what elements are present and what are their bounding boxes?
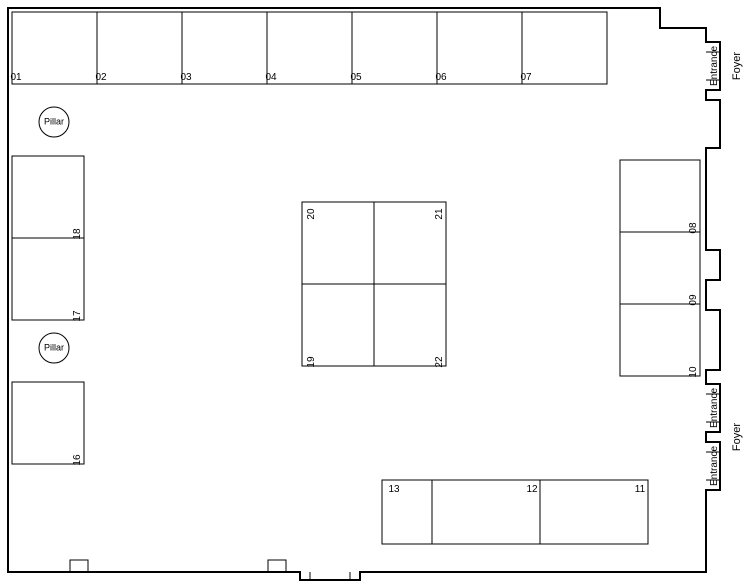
side-label-1: Foyer (731, 52, 743, 80)
booth-label: 10 (688, 366, 699, 378)
room-outline (8, 8, 720, 580)
booth-rect (12, 12, 97, 84)
pillar-2: Pillar (39, 333, 69, 363)
booth-05: 05 (350, 12, 437, 84)
booth-label: 21 (434, 208, 445, 220)
booth-label: 05 (350, 72, 362, 83)
booth-label: 02 (95, 72, 107, 83)
booth-21: 21 (374, 202, 446, 284)
booth-rect (12, 156, 84, 238)
booth-rect (352, 12, 437, 84)
booth-rect (540, 480, 648, 544)
side-label-text: Entrance (709, 446, 720, 486)
booth-rect (12, 238, 84, 320)
booth-19: 19 (302, 284, 374, 368)
booth-01: 01 (10, 12, 97, 84)
booth-label: 20 (306, 208, 317, 220)
booth-rect (374, 284, 446, 366)
booth-22: 22 (374, 284, 446, 368)
booth-label: 16 (72, 454, 83, 466)
booth-rect (437, 12, 522, 84)
booth-label: 04 (265, 72, 277, 83)
booth-18: 18 (12, 156, 84, 240)
side-label-0: Entrance (709, 42, 720, 90)
side-label-text: Foyer (731, 423, 743, 451)
side-label-3: Entrance (709, 442, 720, 490)
booth-16: 16 (12, 382, 84, 466)
floorplan-canvas: 01 02 03 04 05 06 07 0809 10 11 12 13 16 17 18 20 21 19 22… (0, 0, 750, 588)
booth-label: 22 (434, 356, 445, 368)
booth-13: 13 (382, 480, 432, 544)
booth-08: 08 (620, 160, 700, 234)
booth-07: 07 (520, 12, 607, 84)
side-label-text: Entrance (709, 46, 720, 86)
booth-rect (432, 480, 540, 544)
booth-label: 03 (180, 72, 192, 83)
booth-11: 11 (540, 480, 648, 544)
booth-rect (620, 232, 700, 304)
booth-03: 03 (180, 12, 267, 84)
booth-09: 09 (620, 232, 700, 306)
booth-06: 06 (435, 12, 522, 84)
side-label-4: Foyer (731, 423, 743, 451)
booth-rect (267, 12, 352, 84)
pillar-label: Pillar (44, 342, 64, 352)
booth-rect (12, 382, 84, 464)
booth-10: 10 (620, 304, 700, 378)
booth-17: 17 (12, 238, 84, 322)
booth-label: 12 (526, 484, 538, 495)
booth-label: 07 (520, 72, 532, 83)
wall-detail (268, 560, 286, 572)
side-label-2: Entrance (709, 384, 720, 432)
booth-04: 04 (265, 12, 352, 84)
booth-02: 02 (95, 12, 182, 84)
booth-rect (620, 304, 700, 376)
booth-label: 18 (72, 228, 83, 240)
booth-label: 11 (635, 484, 646, 495)
pillar-label: Pillar (44, 116, 64, 126)
side-label-text: Foyer (731, 52, 743, 80)
booth-rect (522, 12, 607, 84)
booth-label: 13 (388, 484, 400, 495)
booth-12: 12 (432, 480, 540, 544)
pillar-1: Pillar (39, 107, 69, 137)
booth-20: 20 (302, 202, 374, 284)
side-label-text: Entrance (709, 388, 720, 428)
booth-label: 17 (72, 310, 83, 322)
booth-label: 06 (435, 72, 447, 83)
booth-label: 19 (306, 356, 317, 368)
booth-rect (182, 12, 267, 84)
booth-rect (620, 160, 700, 232)
wall-detail (70, 560, 88, 572)
booth-label: 01 (10, 72, 22, 83)
booth-rect (97, 12, 182, 84)
booth-rect (302, 284, 374, 366)
